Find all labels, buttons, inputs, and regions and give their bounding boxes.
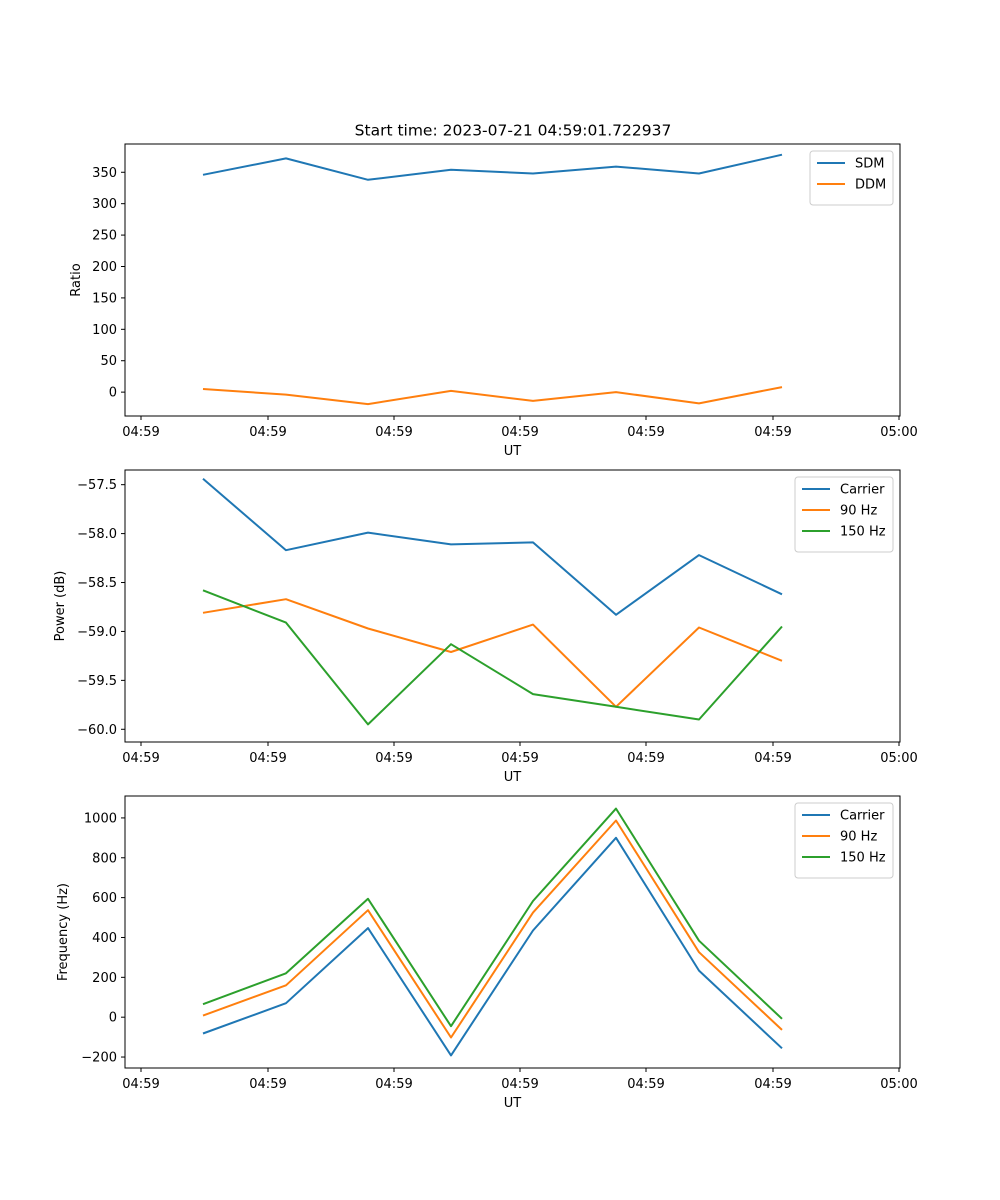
x-tick-label: 04:59 (122, 1077, 159, 1092)
chart-title: Start time: 2023-07-21 04:59:01.722937 (355, 122, 672, 140)
y-tick-label: −200 (81, 1051, 117, 1066)
x-tick-label: 04:59 (627, 425, 664, 440)
axes-frame (124, 469, 901, 743)
y-tick-label: 50 (100, 354, 117, 369)
series-line-carrier (202, 836, 783, 1057)
y-tick-label: 150 (92, 291, 117, 306)
y-tick-label: 800 (92, 851, 117, 866)
y-tick-label: 100 (92, 323, 117, 338)
x-tick-label: 04:59 (122, 425, 159, 440)
legend-label: 90 Hz (840, 830, 877, 845)
x-axis-label: UT (504, 444, 522, 459)
power-panel: 04:59 04:59 04:59 04:59 04:59 04:59 05:00 UT −60… (53, 469, 918, 785)
x-axis-label: UT (504, 1096, 522, 1111)
legend-label: 90 Hz (840, 504, 877, 519)
x-tick-label: 04:59 (754, 751, 791, 766)
legend-label: 150 Hz (840, 851, 886, 866)
legend-label: 150 Hz (840, 525, 886, 540)
y-tick-label: −60.0 (77, 723, 117, 738)
ratio-panel: 04:59 04:59 04:59 04:59 04:59 04:59 05:00 UT 0 50… (69, 143, 918, 459)
x-tick-label: 05:00 (880, 1077, 917, 1092)
y-tick-label: 1000 (84, 811, 117, 826)
series-line-ddm (202, 386, 783, 406)
x-tick-label: 04:59 (122, 751, 159, 766)
y-axis-label: Frequency (Hz) (56, 883, 71, 981)
x-tick-label: 04:59 (375, 425, 412, 440)
x-tick-label: 05:00 (880, 425, 917, 440)
x-tick-label: 04:59 (249, 1077, 286, 1092)
legend-label: SDM (855, 157, 884, 172)
y-tick-label: 300 (92, 197, 117, 212)
legend-label: DDM (855, 178, 886, 193)
x-tick-label: 04:59 (375, 751, 412, 766)
y-tick-label: −58.5 (77, 576, 117, 591)
y-axis-label: Power (dB) (53, 571, 68, 642)
y-tick-label: 400 (92, 931, 117, 946)
x-axis-label: UT (504, 770, 522, 785)
series-line-150-hz (202, 807, 783, 1028)
x-tick-label: 04:59 (249, 751, 286, 766)
x-tick-label: 05:00 (880, 751, 917, 766)
y-tick-label: 600 (92, 891, 117, 906)
y-tick-label: 200 (92, 260, 117, 275)
y-tick-label: 250 (92, 229, 117, 244)
x-tick-label: 04:59 (501, 1077, 538, 1092)
series-line-carrier (202, 478, 783, 616)
x-tick-label: 04:59 (375, 1077, 412, 1092)
y-tick-label: −59.5 (77, 674, 117, 689)
y-tick-label: 350 (92, 166, 117, 181)
axes-frame (124, 143, 901, 417)
y-tick-label: −58.0 (77, 527, 117, 542)
x-tick-label: 04:59 (249, 425, 286, 440)
series-line-90-hz (202, 598, 783, 708)
y-tick-label: 200 (92, 971, 117, 986)
y-axis-label: Ratio (69, 263, 84, 296)
y-tick-label: −59.0 (77, 625, 117, 640)
legend-label: Carrier (840, 809, 885, 824)
legend-box (809, 150, 894, 206)
legend-box (794, 802, 894, 879)
x-tick-label: 04:59 (627, 751, 664, 766)
frequency-panel: 04:59 04:59 04:59 04:59 04:59 04:59 05:00 UT −20… (56, 795, 918, 1111)
y-tick-label: 0 (109, 386, 117, 401)
x-tick-label: 04:59 (627, 1077, 664, 1092)
x-tick-label: 04:59 (754, 1077, 791, 1092)
y-tick-label: 0 (109, 1011, 117, 1026)
x-tick-label: 04:59 (754, 425, 791, 440)
x-tick-label: 04:59 (501, 751, 538, 766)
y-tick-label: −57.5 (77, 478, 117, 493)
legend-label: Carrier (840, 483, 885, 498)
series-line-90-hz (202, 819, 783, 1039)
axes-frame (124, 795, 901, 1069)
series-line-sdm (202, 153, 783, 181)
series-line-150-hz (202, 589, 783, 726)
legend-box (794, 476, 894, 553)
x-tick-label: 04:59 (501, 425, 538, 440)
